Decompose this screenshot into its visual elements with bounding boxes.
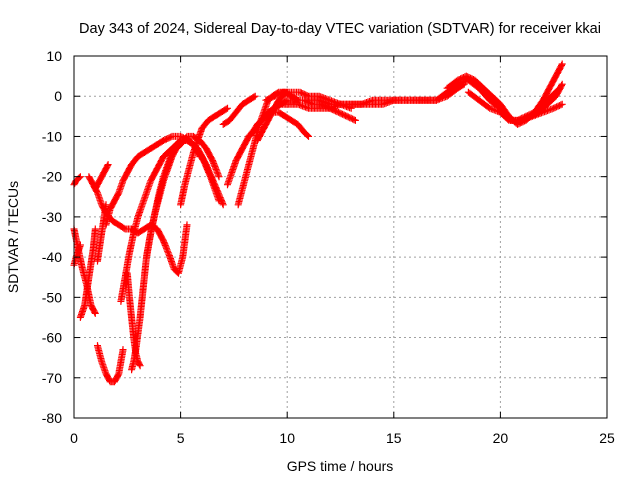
x-tick-label: 25 — [599, 430, 615, 446]
y-tick-label: 10 — [46, 48, 62, 64]
x-tick-label: 20 — [493, 430, 509, 446]
y-axis-label: SDTVAR / TECUs — [5, 181, 21, 293]
y-tick-label: -20 — [42, 169, 62, 185]
x-tick-label: 10 — [279, 430, 295, 446]
y-tick-label: 0 — [54, 88, 62, 104]
series-arc-13 — [143, 132, 223, 261]
series-arc-25 — [518, 80, 566, 124]
chart-title: Day 343 of 2024, Sidereal Day-to-day VTE… — [79, 21, 601, 37]
series-arc-15 — [219, 92, 259, 128]
y-tick-label: -50 — [42, 289, 62, 305]
y-tick-label: -70 — [42, 370, 62, 386]
y-tick-label: -40 — [42, 249, 62, 265]
y-tick-label: -60 — [42, 330, 62, 346]
gridlines — [74, 56, 607, 418]
axis-ticks: 0 5 10 15 20 25 -80 -70 -60 -50 -40 -30 -20 -10 0 10 — [42, 48, 615, 446]
x-tick-label: 0 — [70, 430, 78, 446]
series-arc-7 — [91, 161, 112, 193]
series-arc-4 — [76, 225, 99, 321]
data-series — [70, 60, 566, 386]
series-markers — [94, 342, 127, 386]
y-tick-label: -80 — [42, 410, 62, 426]
y-tick-label: -10 — [42, 128, 62, 144]
series-markers — [91, 161, 112, 193]
plot-frame — [73, 55, 608, 419]
series-markers — [518, 80, 566, 124]
series-arc-19 — [253, 88, 291, 144]
series-markers — [219, 92, 259, 128]
series-markers — [143, 132, 223, 261]
series-markers — [76, 225, 99, 321]
series-arc-8 — [94, 342, 127, 386]
series-arc-14 — [177, 104, 231, 209]
x-tick-label: 5 — [177, 430, 185, 446]
x-tick-label: 15 — [386, 430, 402, 446]
series-markers — [253, 88, 291, 144]
y-tick-label: -30 — [42, 209, 62, 225]
x-axis-label: GPS time / hours — [287, 458, 394, 474]
series-markers — [177, 104, 231, 209]
